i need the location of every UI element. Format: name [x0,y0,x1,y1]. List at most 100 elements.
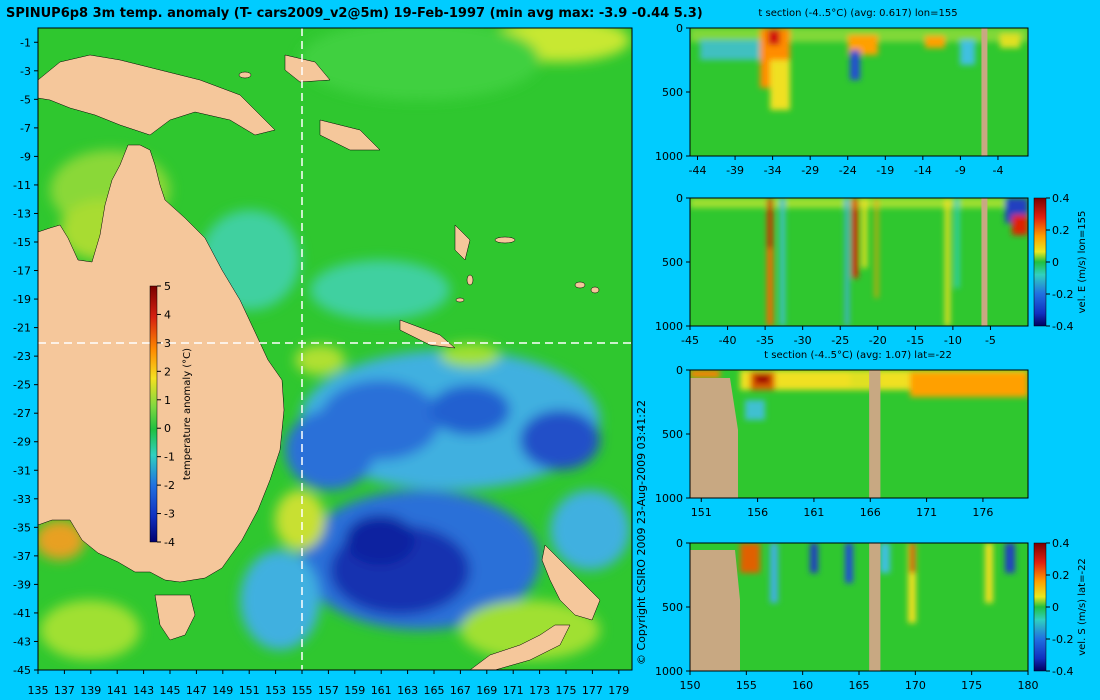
section-y-tick-label: 500 [662,601,683,614]
temperature-colorbar-tick-label: -4 [164,536,175,549]
map-y-tick-label: -39 [13,578,31,591]
map-x-tick-label: 149 [212,684,233,697]
section-y-tick-label: 500 [662,256,683,269]
vel-colorbar-tick-label: -0.2 [1052,633,1073,646]
map-x-tick-label: 173 [529,684,550,697]
section-x-tick-label: -30 [794,334,812,347]
map-y-tick-label: -5 [20,93,31,106]
map-x-tick-label: 155 [292,684,313,697]
map-y-tick-label: -9 [20,150,31,163]
vel-e-colorbar [1033,197,1047,327]
land-new-guinea [38,54,276,136]
panel-t-section-lat-title: t section (-4..5°C) (avg: 1.07) lat=-22 [764,350,952,361]
section-x-tick-label: -14 [914,164,932,177]
map-y-tick-label: -27 [13,407,31,420]
section-y-tick-label: 0 [676,364,683,377]
map-y-tick-label: -33 [13,493,31,506]
section-x-tick-label: -10 [944,334,962,347]
map-y-tick-label: -17 [13,265,31,278]
map-y-tick-label: -35 [13,521,31,534]
section-x-tick-label: -45 [681,334,699,347]
section-x-tick-label: 170 [905,679,926,692]
map-y-axis: -1 -3 -5 -7 -9 -11 -13 -15 -17 -19 -21 -23 -25 -27 -29… [13,36,38,677]
map-y-tick-label: -31 [13,464,31,477]
section-land [981,28,988,156]
section-y-tick-label: 0 [676,192,683,205]
map-plot: 135 137 139 141 143 145 147 149 151 153 155 157 159 1… [13,27,633,697]
map-x-tick-label: 167 [450,684,471,697]
temperature-colorbar-tick-label: 5 [164,280,171,293]
temperature-colorbar-tick-label: 4 [164,308,171,321]
map-y-tick-label: -13 [13,207,31,220]
map-y-tick-label: -1 [20,36,31,49]
section-land [981,198,988,326]
vel-s-colorbar [1033,542,1047,672]
map-x-axis: 135 137 139 141 143 145 147 149 151 153 155 157 159 1… [28,670,629,697]
panel-t-section-lat: t section (-4..5°C) (avg: 1.07) lat=-22 … [655,350,1029,519]
vel-s-colorbar-label: vel. S (m/s) lat=-22 [1077,558,1088,656]
figure-title: SPINUP6p8 3m temp. anomaly (T- cars2009_… [6,6,703,21]
map-x-tick-label: 165 [424,684,445,697]
section-x-tick-label: -25 [831,334,849,347]
map-x-tick-label: 153 [265,684,286,697]
map-y-tick-label: -11 [13,179,31,192]
map-x-tick-label: 145 [160,684,181,697]
anomaly-blobs [38,28,630,660]
vel-colorbar-tick-label: -0.2 [1052,288,1073,301]
panel-t-section-lon-title: t section (-4..5°C) (avg: 0.617) lon=155 [758,8,957,19]
map-x-tick-label: 139 [80,684,101,697]
panel-vel-s-lat: 150 155 160 165 170 175 180 0 500 1000 0.4 0.2 0 -0.… [655,537,1088,692]
map-y-tick-label: -3 [20,65,31,78]
map-x-tick-label: 143 [133,684,154,697]
map-y-tick-label: -21 [13,322,31,335]
islands [238,54,600,349]
section-x-tick-label: 150 [680,679,701,692]
section-y-tick-label: 500 [662,86,683,99]
land-tasmania [154,594,196,641]
section-x-tick-label: -4 [992,164,1003,177]
land-new-zealand-north [541,544,601,621]
temperature-colorbar-tick-label: 3 [164,337,171,350]
map-x-tick-label: 147 [186,684,207,697]
section-x-tick-label: -34 [764,164,782,177]
section-x-tick-label: -24 [839,164,857,177]
map-frame [37,27,633,671]
section-x-tick-label: 175 [961,679,982,692]
section-x-tick-label: -39 [726,164,744,177]
temperature-colorbar: 5 4 3 2 1 0 -1 -2 -3 -4 temperature anomaly (°C) [149,280,193,549]
temperature-colorbar-tick-label: 2 [164,365,171,378]
map-y-tick-label: -19 [13,293,31,306]
section-x-tick-label: -20 [869,334,887,347]
vel-colorbar-tick-label: 0.2 [1052,569,1070,582]
section-y-tick-label: 500 [662,428,683,441]
map-x-tick-label: 169 [476,684,497,697]
temperature-colorbar-tick-label: -1 [164,451,175,464]
section-land [869,543,881,671]
vel-colorbar-tick-label: 0.4 [1052,192,1070,205]
vel-e-colorbar-label: vel. E (m/s) lon=155 [1077,211,1088,314]
vel-colorbar-tick-label: 0.2 [1052,224,1070,237]
section-y-tick-label: 1000 [655,150,683,163]
map-x-tick-label: 137 [54,684,75,697]
map-x-tick-label: 177 [582,684,603,697]
vel-colorbar-tick-label: -0.4 [1052,320,1073,333]
section-x-tick-label: 155 [736,679,757,692]
map-y-tick-label: -25 [13,379,31,392]
section-x-tick-label: 165 [849,679,870,692]
section-x-tick-label: -44 [689,164,707,177]
map-y-tick-label: -43 [13,635,31,648]
map-x-tick-label: 159 [344,684,365,697]
map-y-tick-label: -23 [13,350,31,363]
map-x-tick-label: 171 [503,684,524,697]
section-y-tick-label: 0 [676,22,683,35]
map-x-tick-label: 163 [397,684,418,697]
section-x-tick-label: 156 [747,506,768,519]
land-new-zealand-south [469,624,571,670]
section-y-tick-label: 1000 [655,320,683,333]
map-x-tick-label: 141 [107,684,128,697]
section-land [869,370,881,498]
map-y-tick-label: -7 [20,122,31,135]
map-x-tick-label: 135 [28,684,49,697]
land-australia [38,144,285,583]
